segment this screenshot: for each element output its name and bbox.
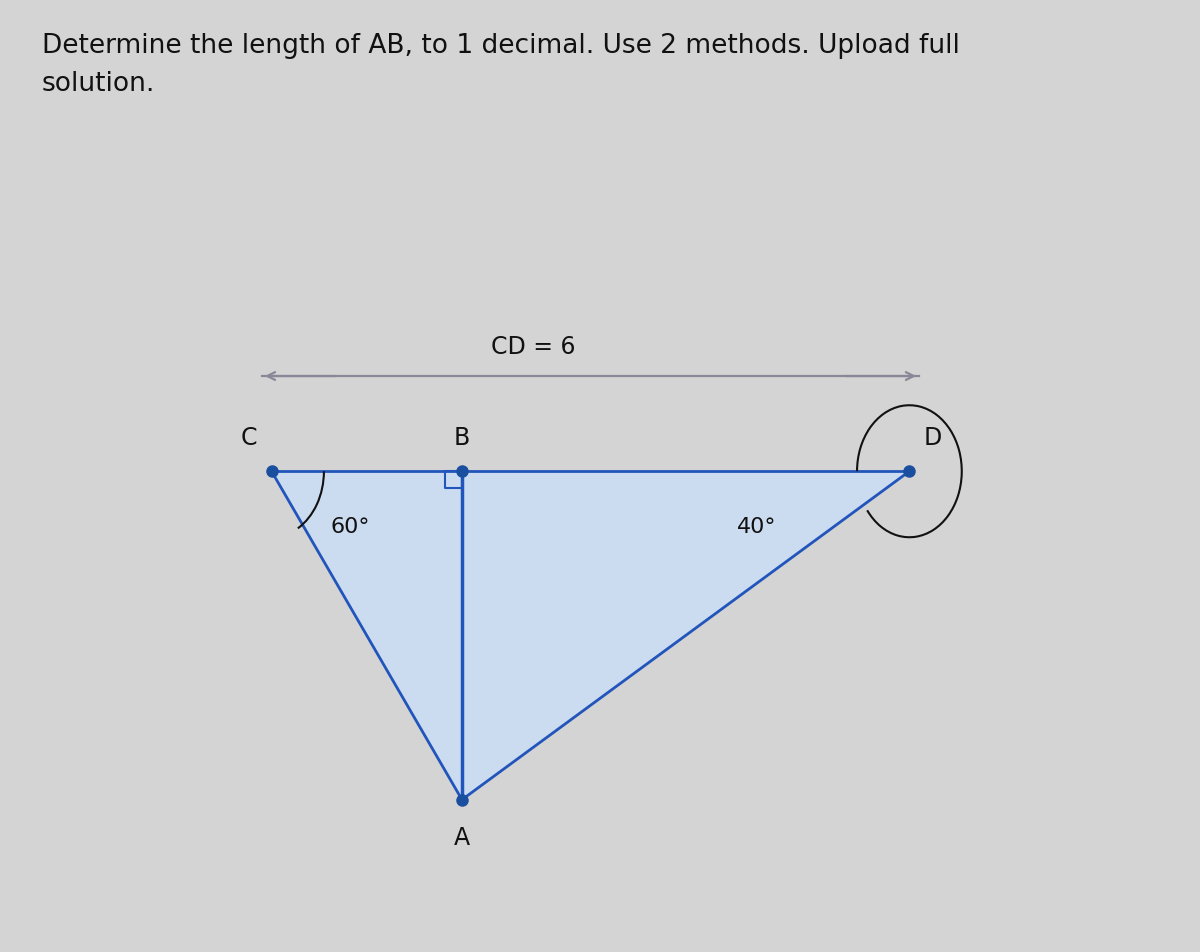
Text: solution.: solution. [42, 71, 155, 97]
Text: A: A [454, 826, 470, 850]
Text: 60°: 60° [330, 517, 370, 537]
Text: Determine the length of AB, to 1 decimal. Use 2 methods. Upload full: Determine the length of AB, to 1 decimal… [42, 33, 960, 59]
Polygon shape [271, 471, 910, 800]
Text: D: D [924, 426, 942, 450]
Text: C: C [241, 426, 257, 450]
Text: 40°: 40° [737, 517, 776, 537]
Text: B: B [454, 426, 470, 450]
Text: CD = 6: CD = 6 [491, 335, 576, 359]
